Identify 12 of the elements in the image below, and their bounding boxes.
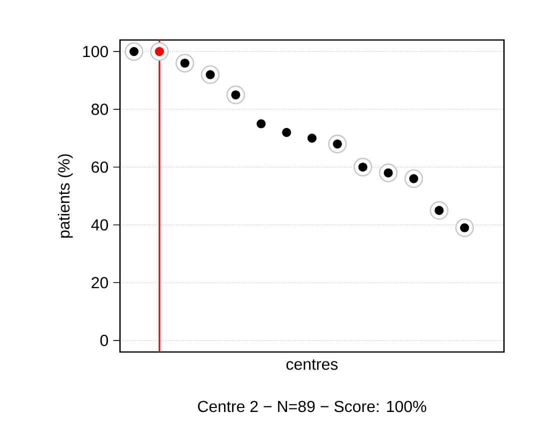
x-axis-title: centres bbox=[286, 359, 338, 370]
y-tick-label: 40 bbox=[91, 219, 108, 231]
y-axis-title: patients (%) bbox=[58, 154, 73, 238]
y-tick-label: 20 bbox=[92, 277, 108, 288]
y-tick-label: 0 bbox=[100, 334, 108, 346]
point bbox=[282, 128, 292, 137]
y-tick-label: 60 bbox=[92, 161, 108, 173]
point bbox=[256, 119, 266, 128]
y-tick-label: 100 bbox=[83, 46, 108, 58]
text: Centre 2 − N=89 − Score: 100% bbox=[198, 400, 426, 412]
point bbox=[307, 134, 317, 143]
y-tick-label: 80 bbox=[92, 104, 108, 115]
